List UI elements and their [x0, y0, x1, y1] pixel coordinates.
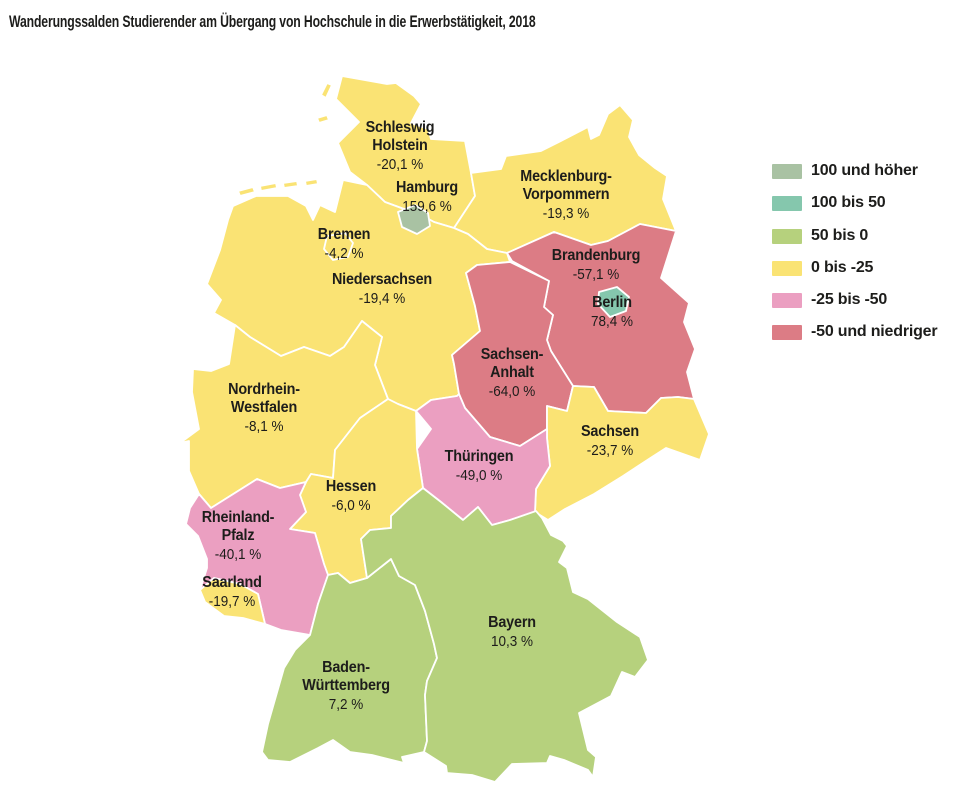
legend-swatch	[772, 260, 802, 276]
region-bremen	[323, 232, 354, 261]
state-label-sachsen-anhalt: Sachsen- Anhalt -64,0 %	[481, 346, 544, 402]
legend-swatch	[772, 324, 802, 340]
state-name: Hamburg	[396, 179, 458, 196]
legend-item-100-und-hoeher: 100 und höher	[772, 162, 918, 179]
state-label-rheinland-pfalz: Rheinland- Pfalz -40,1 %	[202, 509, 275, 565]
state-value: -19,3 %	[542, 205, 590, 222]
state-name: Rheinland-	[201, 509, 275, 526]
state-name: Thüringen	[444, 448, 514, 465]
state-label-saarland: Saarland -19,7 %	[202, 574, 262, 612]
region-bayern	[360, 487, 649, 783]
region-saarland	[199, 577, 266, 625]
legend-label: 100 bis 50	[811, 194, 886, 211]
legend-item-100-bis-50: 100 bis 50	[772, 194, 886, 211]
state-name: Vorpommern	[522, 186, 610, 203]
state-name: Schleswig	[365, 119, 435, 136]
state-label-mecklenburg-vorpommern: Mecklenburg- Vorpommern -19,3 %	[520, 168, 612, 224]
legend-item-0-bis--25: 0 bis -25	[772, 259, 874, 276]
state-label-bayern: Bayern 10,3 %	[488, 614, 536, 652]
legend-item-50-bis-0: 50 bis 0	[772, 227, 869, 244]
state-label-brandenburg: Brandenburg -57,1 %	[551, 247, 641, 285]
state-value: 10,3 %	[490, 633, 534, 650]
state-value: -19,7 %	[208, 593, 256, 610]
state-value: -8,1 %	[244, 418, 284, 435]
legend-swatch	[772, 228, 802, 244]
state-label-hamburg: Hamburg 159,6 %	[396, 179, 458, 217]
region-berlin	[597, 286, 630, 318]
state-name: Niedersachsen	[331, 271, 433, 288]
coast-islands	[237, 82, 333, 197]
state-name: Sachsen-	[480, 346, 544, 363]
state-name: Bremen	[317, 226, 371, 243]
legend-label: 50 bis 0	[811, 227, 869, 244]
state-label-hessen: Hessen -6,0 %	[326, 478, 376, 516]
state-value: -49,0 %	[455, 467, 503, 484]
state-value: -4,2 %	[324, 245, 364, 262]
legend-label: 100 und höher	[811, 162, 918, 179]
state-name: Hessen	[325, 478, 377, 495]
legend-swatch	[772, 163, 802, 179]
legend-item--50-und-niedriger: -50 und niedriger	[772, 323, 938, 340]
state-name: Pfalz	[221, 527, 255, 544]
region-hamburg	[397, 204, 431, 235]
legend-item--25-bis--50: -25 bis -50	[772, 291, 888, 308]
legend-swatch	[772, 292, 802, 308]
state-label-nordrhein-westfalen: Nordrhein- Westfalen -8,1 %	[228, 381, 300, 437]
state-name: Nordrhein-	[228, 381, 300, 398]
state-name: Brandenburg	[551, 247, 641, 264]
state-name: Baden-	[322, 659, 370, 676]
state-name: Westfalen	[230, 399, 298, 416]
state-name: Berlin	[592, 294, 632, 311]
state-label-schleswig-holstein: Schleswig Holstein -20,1 %	[366, 119, 435, 175]
state-label-niedersachsen: Niedersachsen -19,4 %	[332, 271, 432, 309]
state-label-thueringen: Thüringen -49,0 %	[445, 448, 514, 486]
state-name: Bayern	[488, 614, 536, 631]
state-value: 159,6 %	[402, 198, 452, 215]
state-value: -40,1 %	[214, 546, 262, 563]
state-name: Anhalt	[490, 364, 534, 381]
legend-label: -25 bis -50	[811, 291, 888, 308]
legend-label: -50 und niedriger	[811, 323, 938, 340]
state-value: -20,1 %	[376, 156, 424, 173]
state-value: 78,4 %	[590, 313, 634, 330]
state-value: 7,2 %	[328, 696, 364, 713]
state-name: Sachsen	[581, 423, 639, 440]
state-value: -6,0 %	[331, 497, 371, 514]
state-name: Württemberg	[302, 677, 390, 694]
state-value: -19,4 %	[358, 290, 406, 307]
chart-title: Wanderungssalden Studierender am Übergan…	[9, 12, 536, 31]
legend-label: 0 bis -25	[811, 259, 874, 276]
state-label-baden-wuerttemberg: Baden- Württemberg 7,2 %	[302, 659, 390, 715]
legend-swatch	[772, 195, 802, 211]
state-value: -64,0 %	[488, 383, 536, 400]
state-name: Saarland	[202, 574, 262, 591]
state-label-bremen: Bremen -4,2 %	[318, 226, 371, 264]
state-value: -23,7 %	[586, 442, 634, 459]
state-name: Mecklenburg-	[520, 168, 612, 185]
state-value: -57,1 %	[572, 266, 620, 283]
state-label-sachsen: Sachsen -23,7 %	[581, 423, 639, 461]
state-label-berlin: Berlin 78,4 %	[591, 294, 633, 332]
state-name: Holstein	[372, 137, 428, 154]
